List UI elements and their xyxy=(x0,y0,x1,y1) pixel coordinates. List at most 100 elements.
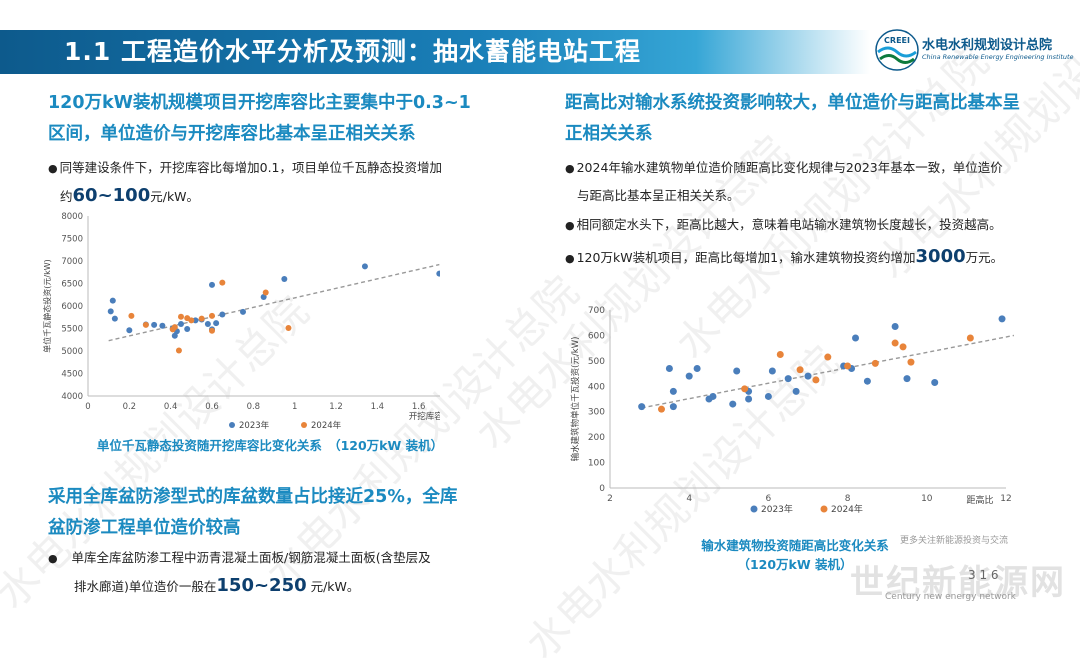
x-tick-label: 12 xyxy=(1000,494,1011,504)
page-title: 1.1 工程造价水平分析及预测：抽水蓄能电站工程 xyxy=(64,37,641,66)
left-bullet-2-unit: 元/kW。 xyxy=(306,579,360,594)
data-point-2023年 xyxy=(204,321,211,327)
data-point-2024年 xyxy=(657,405,665,413)
right-heading: 距高比对输水系统投资影响较大，单位造价与距高比基本呈 正相关关系 xyxy=(565,88,1065,150)
x-tick-label: 1 xyxy=(292,402,297,412)
x-axis-title: 距高比 xyxy=(966,494,993,506)
left-bullet-2-line1: 单库全库盆防渗工程中沥青混凝土面板/钢筋混凝土面板(含垫层及 xyxy=(71,550,431,565)
bullet-dot-icon: ● xyxy=(48,162,58,175)
data-point-2024年 xyxy=(966,334,974,342)
x-tick-label: 4 xyxy=(686,494,692,504)
data-point-2024年 xyxy=(891,339,899,347)
left-bullet-1-value: 60~100 xyxy=(72,185,151,206)
data-point-2023年 xyxy=(109,297,116,304)
x-tick-label: 8 xyxy=(845,494,851,504)
x-tick-label: 1.6 xyxy=(412,402,426,412)
logo-en: China Renewable Energy Engineering Insti… xyxy=(922,53,1074,61)
right-heading-line1: 距高比对输水系统投资影响较大，单位造价与距高比基本呈 xyxy=(565,93,1020,113)
y-tick-label: 6000 xyxy=(61,302,83,312)
y-tick-label: 500 xyxy=(588,357,605,367)
data-point-2023年 xyxy=(159,322,166,329)
chart2-caption: 输水建筑物投资随距高比变化关系 （120万kW 装机） xyxy=(690,536,900,574)
data-point-2023年 xyxy=(784,375,792,383)
data-point-2023年 xyxy=(764,392,772,400)
data-point-2024年 xyxy=(175,347,182,354)
left-bullet-2-value: 150~250 xyxy=(216,575,307,596)
footer-watermark: 世纪新能源网 xyxy=(850,563,1066,603)
data-point-2024年 xyxy=(142,321,149,328)
legend-label: 2023年 xyxy=(239,420,270,431)
bullet-dot-icon: ● xyxy=(48,552,58,565)
logo-cn: 水电水利规划设计总院 xyxy=(922,38,1053,53)
left-bullet-1: ● 同等建设条件下，开挖库容比每增加0.1，项目单位千瓦静态投资增加 约60~10… xyxy=(48,154,518,210)
data-point-2023年 xyxy=(151,321,158,328)
trendline xyxy=(108,263,440,342)
x-tick-label: 2 xyxy=(607,494,613,504)
data-point-2023年 xyxy=(209,281,215,288)
y-axis-title: 输水建筑物单位千瓦投资(元/kW) xyxy=(570,337,581,462)
left-bullet-2-prefix: 排水廊道)单位造价一般在 xyxy=(74,579,217,594)
right-bullet-3-unit: 万元。 xyxy=(965,250,1004,265)
data-point-2023年 xyxy=(863,377,871,385)
x-axis-title: 开挖库容比 xyxy=(409,411,440,422)
x-tick-label: 0.6 xyxy=(205,402,219,412)
data-point-2024年 xyxy=(871,359,879,367)
logo-mark: CREEI xyxy=(884,36,910,45)
data-point-2024年 xyxy=(285,325,292,332)
data-point-2024年 xyxy=(844,362,852,370)
data-point-2024年 xyxy=(171,324,178,331)
data-point-2023年 xyxy=(709,392,717,400)
chart2-caption-line2: （120万kW 装机） xyxy=(737,557,853,572)
data-point-2024年 xyxy=(907,358,915,366)
chart-invest-vs-distance-head-ratio: 2 4 6 8 10 12 0 100 200 300 400 500 600 700 距高比 输水建筑物单位… xyxy=(570,306,1015,515)
data-point-2023年 xyxy=(665,364,673,372)
data-point-2023年 xyxy=(891,323,899,331)
logo: CREEI 水电水利规划设计总院 China Renewable Energy … xyxy=(872,26,1074,74)
y-tick-label: 4500 xyxy=(61,370,83,380)
data-point-2023年 xyxy=(729,400,737,408)
y-tick-label: 300 xyxy=(588,408,605,418)
x-tick-label: 0 xyxy=(85,402,90,412)
data-point-2023年 xyxy=(192,317,199,324)
data-point-2023年 xyxy=(171,332,178,339)
creei-logo-icon: CREEI xyxy=(875,29,919,71)
y-tick-label: 6500 xyxy=(61,280,83,290)
left-heading-1-line1: 120万kW装机规模项目开挖库容比主要集中于0.3~1 xyxy=(48,93,471,113)
data-point-2023年 xyxy=(178,321,184,327)
y-tick-label: 400 xyxy=(588,382,605,392)
right-bullet-1-line1: 2024年输水建筑物单位造价随距高比变化规律与2023年基本一致，单位造价 xyxy=(576,160,1003,175)
right-bullet-2: 相同额定水头下，距高比越大，意味着电站输水建筑物长度越长，投资越高。 xyxy=(576,217,1002,232)
y-tick-label: 600 xyxy=(588,331,605,341)
left-heading-1: 120万kW装机规模项目开挖库容比主要集中于0.3~1 区间，单位造价与开挖库容… xyxy=(48,88,518,150)
legend-marker xyxy=(820,505,828,513)
data-point-2024年 xyxy=(209,327,215,334)
data-point-2024年 xyxy=(899,343,907,351)
data-point-2023年 xyxy=(903,375,911,383)
legend-label: 2024年 xyxy=(311,420,342,431)
y-tick-label: 7000 xyxy=(61,257,83,267)
data-point-2023年 xyxy=(184,325,191,332)
data-point-2024年 xyxy=(219,279,226,286)
right-bullet-3-prefix: 120万kW装机项目，距高比每增加1，输水建筑物投资约增加 xyxy=(576,250,916,265)
trendline xyxy=(641,334,1015,409)
data-point-2023年 xyxy=(111,315,118,322)
left-heading-2: 采用全库盆防渗型式的库盆数量占比接近25%，全库 盆防渗工程单位造价较高 xyxy=(48,482,518,544)
legend-label: 2023年 xyxy=(761,503,793,515)
y-tick-label: 4000 xyxy=(61,392,83,402)
data-point-2024年 xyxy=(178,313,184,320)
data-point-2023年 xyxy=(733,367,741,375)
x-tick-label: 1.4 xyxy=(371,402,385,412)
data-point-2023年 xyxy=(260,294,267,300)
data-point-2023年 xyxy=(768,367,776,375)
y-tick-label: 5000 xyxy=(61,347,83,357)
legend-marker xyxy=(301,422,307,428)
data-point-2024年 xyxy=(824,353,832,361)
data-point-2023年 xyxy=(213,320,220,327)
data-point-2023年 xyxy=(281,276,288,282)
title-banner xyxy=(0,30,870,74)
data-point-2023年 xyxy=(436,270,440,277)
data-point-2023年 xyxy=(852,334,860,342)
bullet-dot-icon: ● xyxy=(565,219,575,232)
data-point-2023年 xyxy=(685,372,693,380)
data-point-2023年 xyxy=(804,372,812,380)
